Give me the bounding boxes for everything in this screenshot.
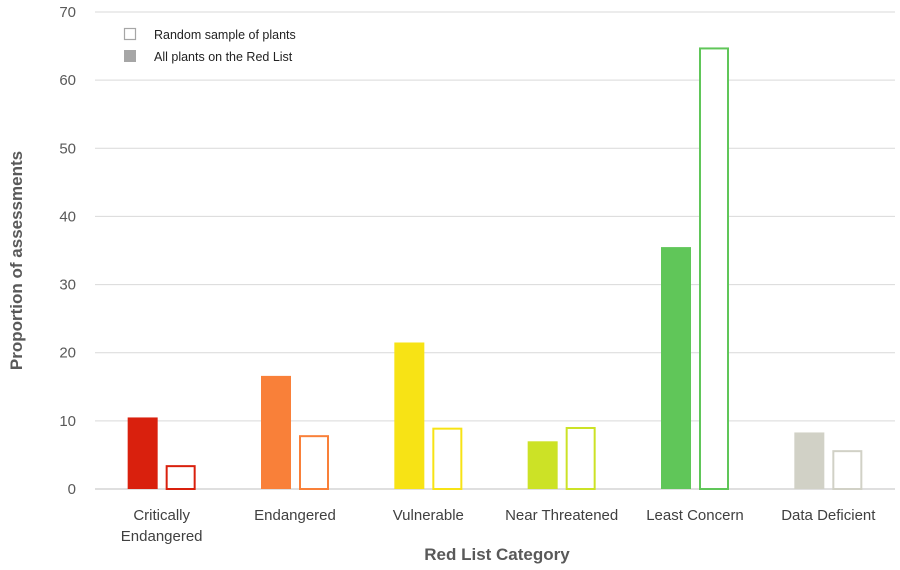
bar-random-sample <box>832 450 863 490</box>
y-tick-label: 10 <box>59 413 76 430</box>
y-tick-label: 20 <box>59 345 76 362</box>
bar-all-plants <box>661 247 691 489</box>
bar-all-plants <box>794 432 825 489</box>
y-tick-label: 50 <box>59 140 76 157</box>
legend-label: All plants on the Red List <box>154 50 293 64</box>
x-tick-label: Endangered <box>121 528 203 545</box>
legend-label: Random sample of plants <box>154 28 296 42</box>
bar-all-plants <box>127 417 158 489</box>
x-tick-label: Least Concern <box>646 507 744 524</box>
y-tick-label: 0 <box>68 481 76 498</box>
bar-random-sample <box>299 435 329 490</box>
bar-all-plants <box>527 441 558 489</box>
legend-swatch-random-sample <box>123 27 137 41</box>
bar-random-sample <box>699 47 729 490</box>
bar-random-sample <box>565 426 596 490</box>
x-tick-label: Near Threatened <box>505 507 618 524</box>
y-tick-label: 70 <box>59 4 76 21</box>
y-tick-label: 30 <box>59 277 76 294</box>
y-tick-label: 40 <box>59 208 76 225</box>
x-tick-label: Critically <box>133 507 190 524</box>
x-tick-label: Data Deficient <box>781 507 876 524</box>
x-axis-title: Red List Category <box>424 545 570 564</box>
bar-random-sample <box>432 427 463 490</box>
y-tick-label: 60 <box>59 72 76 89</box>
x-tick-label: Endangered <box>254 507 336 524</box>
x-tick-label: Vulnerable <box>393 507 464 524</box>
bar-all-plants <box>394 342 425 489</box>
y-axis-title: Proportion of assessments <box>7 151 26 370</box>
legend-swatch-all-plants <box>124 50 136 62</box>
bar-all-plants <box>261 375 291 489</box>
bar-random-sample <box>165 465 196 490</box>
